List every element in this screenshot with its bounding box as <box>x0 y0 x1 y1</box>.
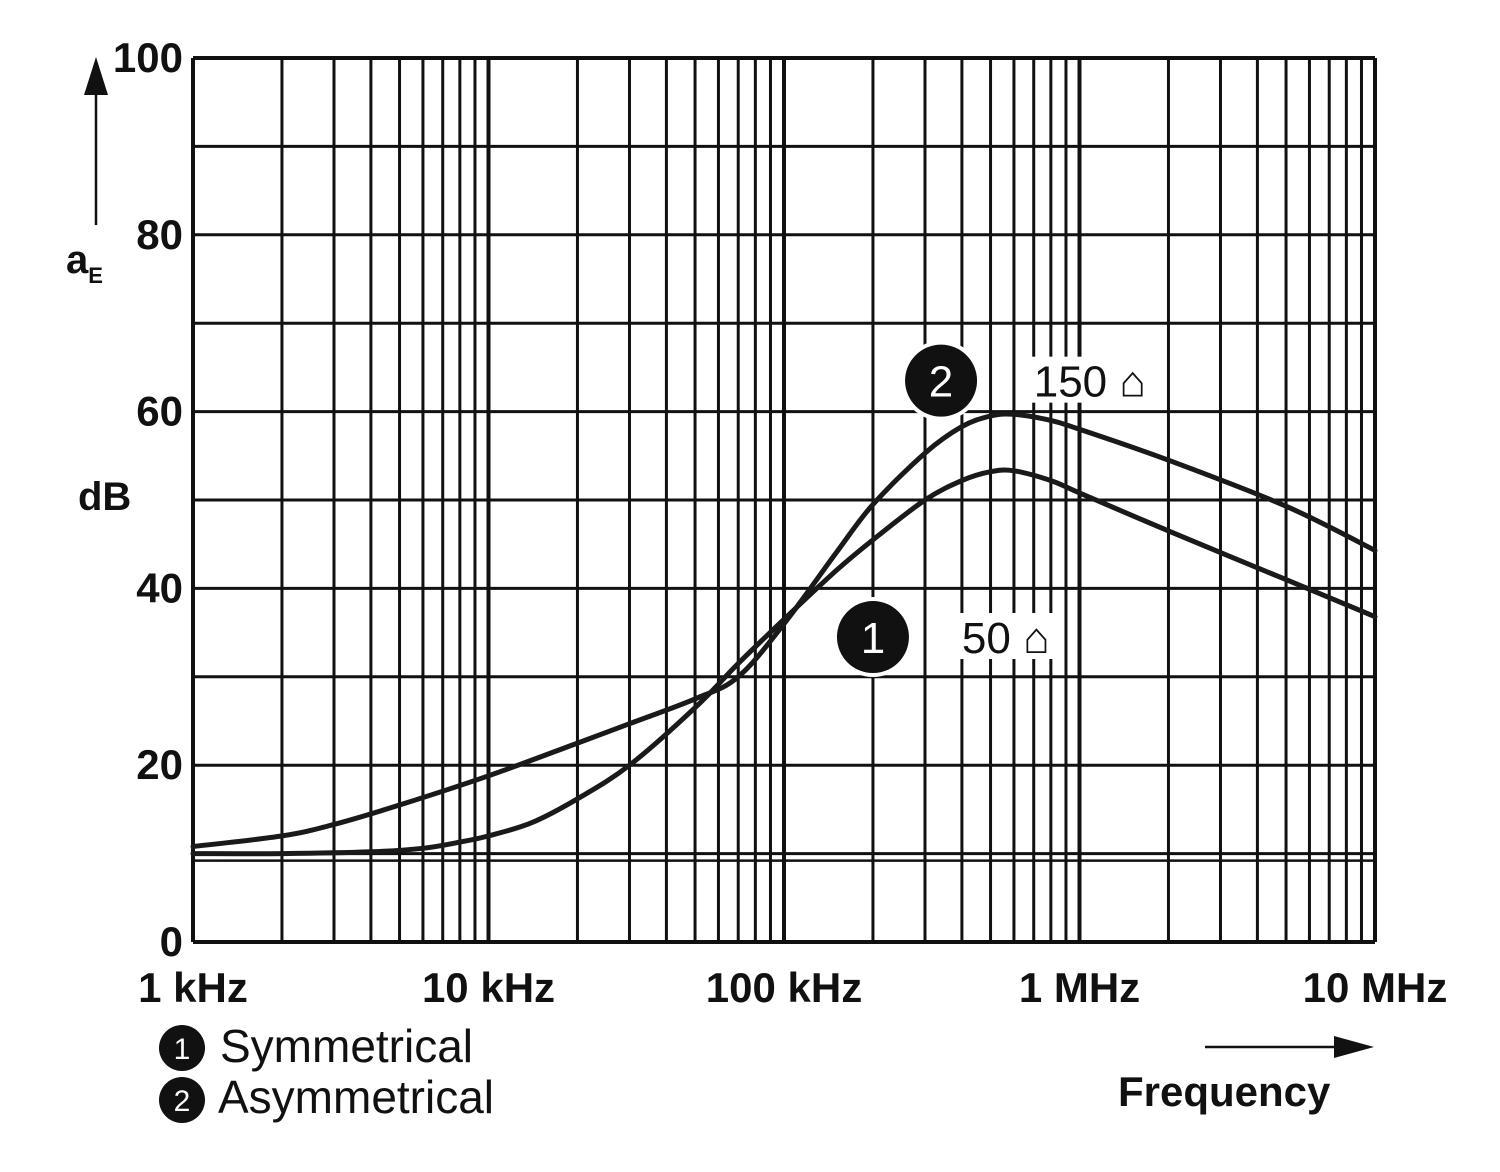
y-tick-label-20: 20 <box>136 741 183 788</box>
annotation-2-label: 150 ⌂ <box>1034 358 1146 407</box>
x-tick-label-10-khz: 10 kHz <box>422 964 555 1011</box>
legend-marker-2-number: 2 <box>174 1085 191 1118</box>
annotation-1-marker <box>836 601 909 674</box>
annotation-1-number: 1 <box>861 614 885 663</box>
y-tick-label-60: 60 <box>136 388 183 435</box>
tick-labels: 0 20 40 60 80 100 1 kHz 10 kHz 100 kHz 1 MHz 10 MH… <box>113 34 1447 1011</box>
legend-label-symmetrical: Symmetrical <box>220 1020 473 1072</box>
x-axis-label: Frequency <box>1118 1036 1374 1115</box>
curve-annotations: 2 150 ⌂1 50 ⌂ <box>832 340 1160 678</box>
legend-marker-2 <box>159 1077 205 1123</box>
legend-marker-1-number: 1 <box>174 1033 191 1066</box>
y-axis-unit: dB <box>78 475 131 519</box>
legend-marker-1 <box>159 1025 205 1071</box>
legend-label-asymmetrical: Asymmetrical <box>218 1071 494 1123</box>
series-curves <box>190 411 1378 857</box>
series-line-asymmetrical <box>190 411 1378 849</box>
x-axis-arrow-head <box>1334 1036 1374 1058</box>
y-tick-label-40: 40 <box>136 564 183 611</box>
annotation-1-label: 50 ⌂ <box>962 614 1050 663</box>
x-tick-label-10-mhz: 10 MHz <box>1303 964 1448 1011</box>
annotation-1-label-bg <box>957 613 1064 660</box>
annotation-2-number: 2 <box>929 358 953 407</box>
annotation-2-label-bg <box>1029 356 1160 403</box>
y-axis-arrow-head <box>84 57 108 95</box>
annotation-2-marker <box>905 344 978 417</box>
y-tick-label-100: 100 <box>113 34 183 81</box>
grid-lines <box>191 56 1377 944</box>
y-axis-label: aE dB <box>66 57 131 519</box>
legend-item-asymmetrical: 2 Asymmetrical <box>159 1071 494 1123</box>
x-tick-label-1-khz: 1 kHz <box>138 964 248 1011</box>
y-tick-label-0: 0 <box>160 918 183 965</box>
x-tick-label-100-khz: 100 kHz <box>706 964 862 1011</box>
legend: 1 Symmetrical 2 Asymmetrical <box>159 1020 494 1123</box>
y-axis-symbol-main: a <box>66 238 89 282</box>
x-axis-title: Frequency <box>1118 1068 1331 1115</box>
legend-item-symmetrical: 1 Symmetrical <box>159 1020 473 1072</box>
y-tick-label-80: 80 <box>136 211 183 258</box>
y-axis-symbol-sub: E <box>88 263 103 288</box>
x-tick-label-1-mhz: 1 MHz <box>1019 964 1140 1011</box>
y-axis-symbol: aE <box>66 238 103 288</box>
